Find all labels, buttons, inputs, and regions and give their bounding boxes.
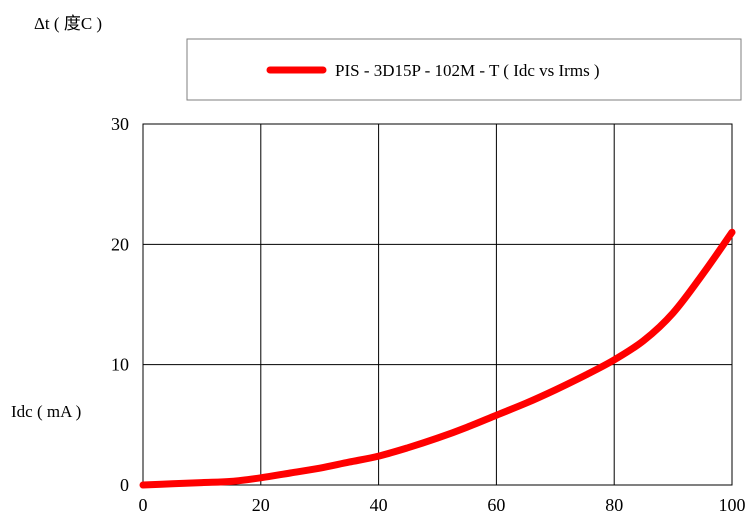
x-tick-label: 60 (487, 495, 505, 515)
y-axis-title: Δt ( 度C ) (34, 14, 102, 33)
x-tick-label: 40 (370, 495, 388, 515)
plot-frame (142, 123, 733, 486)
x-axis-title: Idc ( mA ) (11, 402, 81, 421)
y-tick-labels: 0 10 20 30 (111, 114, 129, 495)
x-tick-label: 0 (139, 495, 148, 515)
y-tick-label: 0 (120, 475, 129, 495)
y-tick-label: 30 (111, 114, 129, 134)
legend-label: PIS - 3D15P - 102M - T ( Idc vs Irms ) (335, 61, 600, 80)
series-layer (139, 228, 736, 489)
grid (142, 123, 733, 486)
y-tick-label: 10 (111, 355, 129, 375)
x-tick-labels: 0 20 40 60 80 100 (139, 495, 746, 515)
series-line (139, 228, 736, 489)
y-tick-label: 20 (111, 234, 129, 254)
x-tick-label: 80 (605, 495, 623, 515)
x-tick-label: 20 (252, 495, 270, 515)
x-tick-label: 100 (719, 495, 746, 515)
